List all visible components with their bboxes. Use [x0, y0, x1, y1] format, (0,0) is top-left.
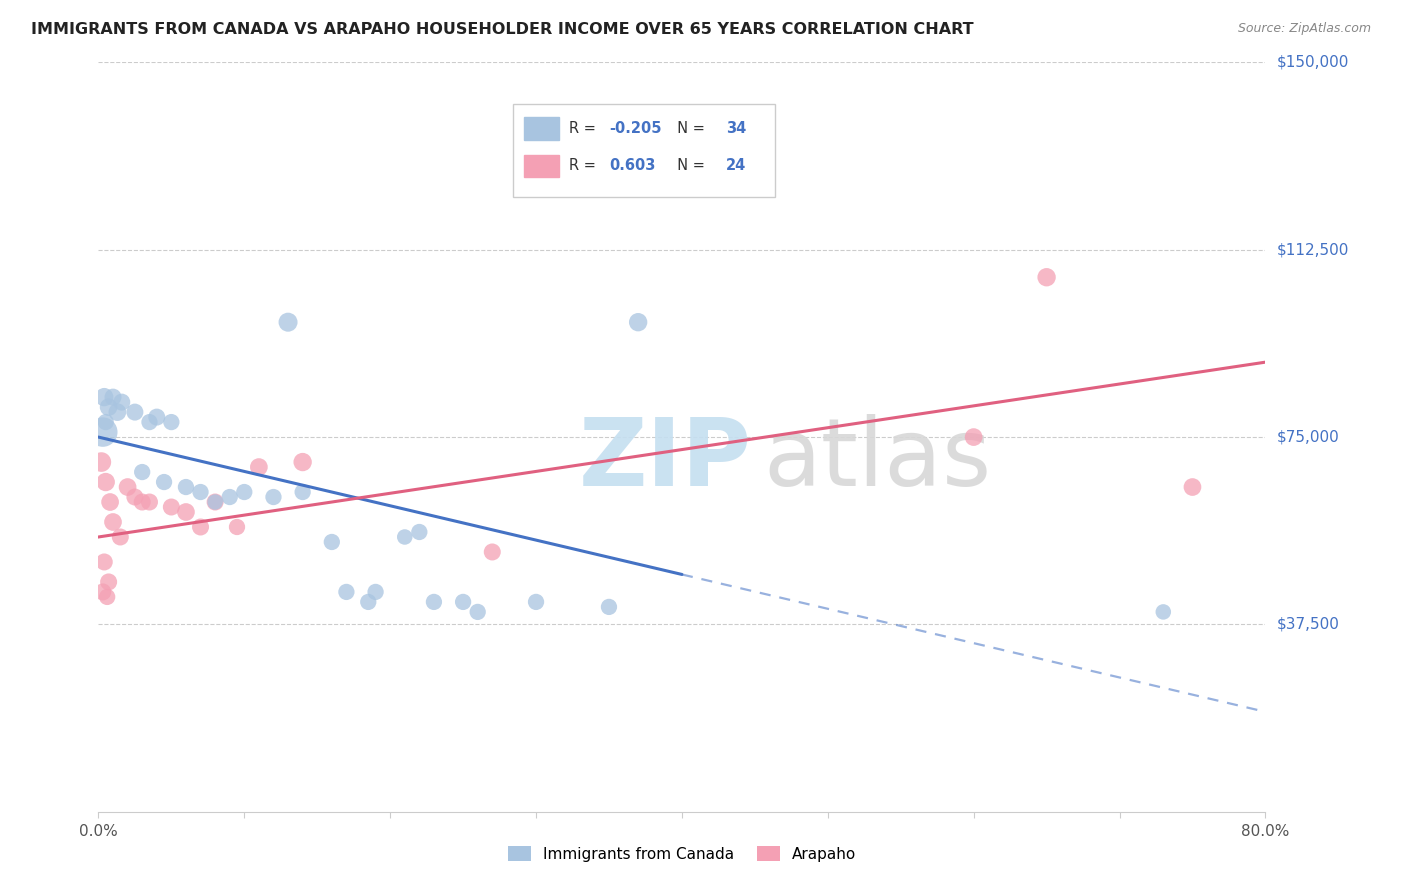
Point — [98, 495, 121, 509]
Text: 24: 24 — [727, 159, 747, 173]
Point — [190, 485, 212, 500]
Text: ZIP: ZIP — [579, 414, 752, 506]
Point — [364, 585, 387, 599]
Point — [146, 410, 169, 425]
Point — [1181, 480, 1204, 494]
Text: R =: R = — [568, 121, 600, 136]
Point — [394, 530, 416, 544]
Point — [423, 595, 446, 609]
Point — [335, 585, 357, 599]
Bar — [524, 117, 560, 140]
Point — [218, 490, 240, 504]
Point — [226, 520, 249, 534]
Point — [524, 595, 547, 609]
Point — [247, 460, 270, 475]
Point — [204, 495, 226, 509]
Point — [138, 495, 160, 509]
Text: $75,000: $75,000 — [1277, 430, 1340, 444]
Point — [131, 495, 153, 509]
Point — [94, 415, 117, 429]
Point — [160, 415, 183, 429]
Bar — [524, 154, 560, 178]
Point — [124, 405, 146, 419]
Text: N =: N = — [668, 121, 710, 136]
Legend: Immigrants from Canada, Arapaho: Immigrants from Canada, Arapaho — [502, 840, 862, 868]
Point — [117, 480, 139, 494]
Point — [451, 595, 474, 609]
Point — [105, 405, 128, 419]
Point — [138, 415, 160, 429]
Text: 0.603: 0.603 — [610, 159, 657, 173]
FancyBboxPatch shape — [513, 103, 775, 197]
Point — [94, 475, 117, 489]
Point — [204, 495, 226, 509]
Text: N =: N = — [668, 159, 710, 173]
Text: $112,500: $112,500 — [1277, 243, 1348, 257]
Point — [153, 475, 176, 489]
Text: R =: R = — [568, 159, 600, 173]
Point — [467, 605, 489, 619]
Point — [277, 315, 299, 329]
Point — [174, 480, 197, 494]
Point — [263, 490, 285, 504]
Point — [124, 490, 146, 504]
Point — [93, 555, 115, 569]
Text: $37,500: $37,500 — [1277, 617, 1340, 632]
Point — [1152, 605, 1174, 619]
Point — [160, 500, 183, 514]
Point — [291, 485, 314, 500]
Point — [190, 520, 212, 534]
Point — [321, 535, 343, 549]
Point — [111, 395, 134, 409]
Point — [598, 599, 620, 614]
Point — [91, 425, 114, 439]
Text: atlas: atlas — [763, 414, 991, 506]
Point — [357, 595, 380, 609]
Point — [408, 524, 430, 539]
Point — [96, 590, 118, 604]
Point — [97, 400, 120, 414]
Point — [90, 455, 112, 469]
Point — [101, 390, 124, 404]
Point — [97, 574, 120, 589]
Text: IMMIGRANTS FROM CANADA VS ARAPAHO HOUSEHOLDER INCOME OVER 65 YEARS CORRELATION C: IMMIGRANTS FROM CANADA VS ARAPAHO HOUSEH… — [31, 22, 973, 37]
Text: $150,000: $150,000 — [1277, 55, 1348, 70]
Point — [131, 465, 153, 479]
Point — [1035, 270, 1057, 285]
Point — [101, 515, 124, 529]
Point — [110, 530, 132, 544]
Point — [291, 455, 314, 469]
Point — [481, 545, 503, 559]
Point — [91, 585, 114, 599]
Point — [93, 390, 115, 404]
Text: 34: 34 — [727, 121, 747, 136]
Point — [174, 505, 197, 519]
Point — [233, 485, 256, 500]
Text: -0.205: -0.205 — [610, 121, 662, 136]
Point — [627, 315, 650, 329]
Point — [962, 430, 984, 444]
Text: Source: ZipAtlas.com: Source: ZipAtlas.com — [1237, 22, 1371, 36]
